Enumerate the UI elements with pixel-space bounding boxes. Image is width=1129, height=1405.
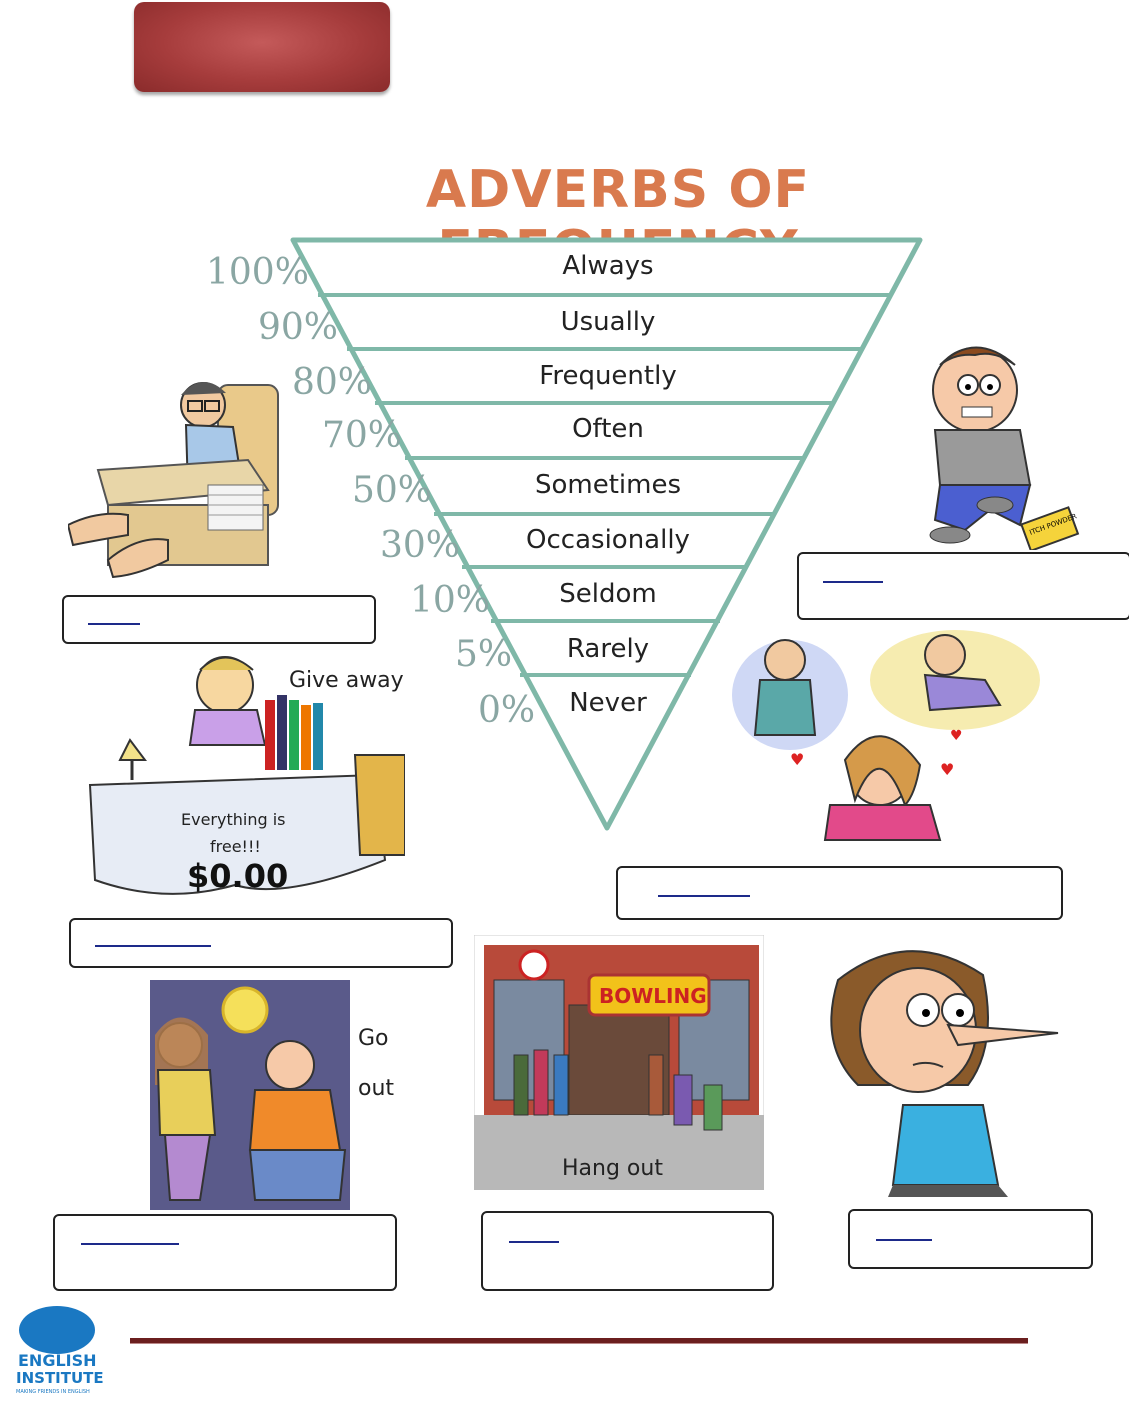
bowling-sign: BOWLING <box>599 984 707 1008</box>
answer-blank[interactable] <box>876 1239 932 1241</box>
answer-blank[interactable] <box>823 581 883 583</box>
go-caption: Go <box>358 1026 389 1051</box>
svg-text:♥: ♥ <box>940 760 954 779</box>
bribe-desk-illustration <box>68 381 279 579</box>
answer-blank[interactable] <box>95 945 211 947</box>
answer-box[interactable] <box>69 918 453 968</box>
answer-box[interactable] <box>62 595 376 644</box>
adverb-label: Frequently <box>539 361 677 391</box>
everything-free-line2: free!!! <box>210 837 261 856</box>
answer-box[interactable] <box>797 552 1129 620</box>
daydream-illustration: ♥ ♥ ♥ <box>732 630 1040 841</box>
hang-out-illustration: BOWLING Hang out <box>474 935 764 1190</box>
svg-text:♥: ♥ <box>950 728 963 744</box>
adverb-label: Never <box>569 688 647 718</box>
percent-label: 80% <box>292 362 373 403</box>
percent-label: 10% <box>410 580 491 621</box>
percent-label: 50% <box>352 470 433 511</box>
logo-tagline: MAKING FRIENDS IN ENGLISH <box>16 1389 90 1395</box>
english-institute-logo: ENGLISH INSTITUTE MAKING FRIENDS IN ENGL… <box>2 1302 104 1404</box>
out-caption: out <box>358 1076 394 1101</box>
adverb-label: Seldom <box>559 579 657 609</box>
title-banner <box>134 2 390 92</box>
itch-powder-illustration: ITCH POWDER <box>929 346 1080 550</box>
hang-out-caption: Hang out <box>562 1156 663 1181</box>
answer-blank[interactable] <box>658 895 750 897</box>
answer-box[interactable] <box>481 1211 774 1291</box>
give-away-caption: Give away <box>289 668 404 693</box>
percent-label: 70% <box>322 415 403 456</box>
give-away-illustration: Give away Everything is free!!! $0.00 <box>88 656 405 895</box>
adverb-label: Usually <box>560 307 656 337</box>
percent-label: 0% <box>478 690 536 731</box>
worried-woman-illustration <box>830 950 1059 1197</box>
answer-box[interactable] <box>53 1214 397 1291</box>
adverb-label: Often <box>572 414 644 444</box>
answer-box[interactable] <box>848 1209 1093 1269</box>
adverb-label: Always <box>562 251 654 281</box>
logo-line2: INSTITUTE <box>16 1369 104 1387</box>
price-caption: $0.00 <box>187 857 288 895</box>
frequency-triangle <box>290 237 923 831</box>
adverb-label: Rarely <box>566 634 650 664</box>
percent-label: 90% <box>258 307 339 348</box>
answer-blank[interactable] <box>509 1241 559 1243</box>
adverb-label: Sometimes <box>534 470 682 500</box>
go-out-illustration: Go out <box>150 980 394 1210</box>
answer-blank[interactable] <box>81 1243 179 1245</box>
svg-text:♥: ♥ <box>790 750 804 769</box>
footer-divider <box>130 1338 1028 1344</box>
percent-label: 100% <box>206 252 309 293</box>
percent-label: 5% <box>455 634 513 675</box>
adverb-label: Occasionally <box>526 525 690 555</box>
answer-box[interactable] <box>616 866 1063 920</box>
everything-free-line1: Everything is <box>181 810 286 829</box>
logo-line1: ENGLISH <box>18 1351 97 1370</box>
percent-label: 30% <box>380 525 461 566</box>
answer-blank[interactable] <box>88 623 140 625</box>
